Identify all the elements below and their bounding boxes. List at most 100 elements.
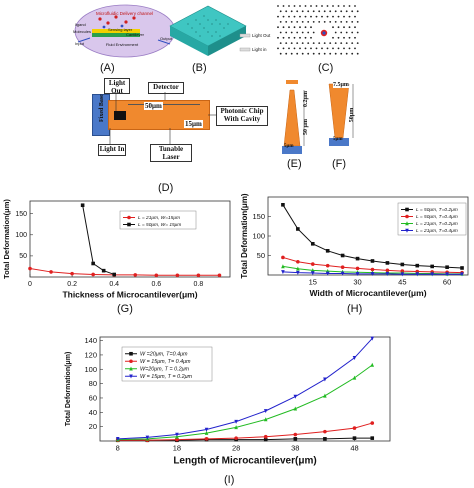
data-point — [49, 270, 53, 274]
data-point — [263, 437, 268, 442]
data-point — [430, 272, 434, 277]
data-point — [129, 366, 133, 371]
lattice-hole — [315, 15, 318, 18]
panel-label-g: (G) — [117, 303, 133, 315]
panel-d: Fixed Base 50μm 15μm Light Out Detector … — [88, 78, 278, 193]
lattice-hole — [337, 26, 340, 29]
label-input: Input — [75, 41, 84, 46]
x-tick-label: 60 — [443, 278, 451, 287]
lattice-hole — [296, 21, 299, 23]
lattice-hole — [340, 52, 343, 55]
x-tick-label: 45 — [398, 278, 406, 287]
lattice-hole — [279, 21, 282, 23]
x-tick-label: 48 — [350, 444, 358, 453]
data-point — [234, 436, 238, 440]
lattice-hole — [296, 52, 299, 55]
data-point — [263, 434, 268, 439]
series-line — [29, 268, 220, 276]
data-point — [352, 375, 357, 380]
legend-label: W = 15μm, T= 0.4μm — [140, 359, 191, 365]
lattice-hole — [354, 15, 356, 18]
cavity-block — [114, 111, 126, 120]
data-point — [281, 270, 285, 275]
data-point — [323, 393, 327, 398]
lattice-hole — [334, 10, 337, 13]
lattice-hole — [279, 52, 282, 55]
lattice-hole — [301, 21, 304, 23]
lattice-hole — [326, 47, 329, 50]
microfluidic-illustration — [74, 4, 176, 58]
lattice-hole — [334, 21, 337, 23]
data-point — [445, 272, 449, 277]
lattice-hole — [326, 5, 329, 7]
lattice-hole — [340, 31, 343, 34]
data-point — [430, 264, 434, 269]
data-point — [355, 266, 360, 271]
panel-f: 7.5μm 50μm 5μm — [325, 76, 370, 176]
label-light-in-b: Light in — [252, 47, 267, 52]
y-tick-label: 80 — [89, 379, 97, 388]
data-point — [293, 437, 298, 441]
x-tick-label: 38 — [291, 444, 299, 453]
data-point — [352, 426, 357, 430]
y-tick-label: 100 — [252, 232, 265, 241]
lattice-hole — [323, 10, 326, 13]
panel-e: 0.2μm 50 μm 5μm — [278, 76, 323, 176]
lattice-hole — [290, 10, 293, 13]
lattice-hole — [351, 21, 354, 23]
x-axis-label: Width of Microcantilever(μm) — [309, 288, 426, 298]
lattice-hole — [340, 10, 343, 13]
label-sensing-layer: Sensing layer — [108, 27, 133, 32]
lattice-hole — [299, 36, 301, 39]
lattice-hole — [299, 47, 301, 50]
legend-box — [397, 202, 467, 236]
y-tick-label: 150 — [15, 211, 27, 218]
data-point — [129, 359, 133, 364]
data-point — [293, 394, 298, 399]
dim-50: 50μm — [144, 102, 163, 110]
x-tick-label: 0.2 — [67, 281, 77, 288]
lattice-hole — [356, 21, 359, 23]
x-tick-label: 18 — [173, 444, 181, 453]
lattice-hole — [348, 47, 351, 50]
dim-50-line — [128, 104, 200, 105]
lattice-hole — [282, 15, 285, 18]
lattice-hole — [340, 21, 343, 23]
panel-label-c: (C) — [318, 62, 334, 74]
lattice-hole — [340, 42, 343, 44]
lattice-hole — [277, 15, 279, 18]
dim-bottom-e: 5μm — [284, 144, 294, 149]
legend-box — [121, 346, 213, 382]
data-point — [355, 272, 360, 277]
lattice-hole — [310, 36, 312, 39]
lattice-hole — [304, 5, 307, 7]
tunable-laser-box: Tunable Laser — [150, 144, 192, 162]
data-point — [460, 266, 464, 270]
data-point — [101, 268, 106, 273]
data-point — [129, 374, 133, 379]
lattice-hole — [277, 5, 279, 7]
data-point — [154, 273, 159, 278]
connector-lines — [109, 92, 216, 144]
x-axis-label: Length of Microcantilever(μm) — [173, 456, 316, 467]
data-point — [204, 427, 209, 432]
data-point — [234, 419, 238, 424]
data-point — [323, 377, 327, 382]
panel-a: Microfluidic Delivery channel ligand Mol… — [70, 2, 180, 60]
data-point — [405, 221, 409, 226]
lattice-hole — [326, 15, 329, 18]
lattice-hole — [307, 52, 310, 55]
data-point — [415, 272, 420, 277]
data-point — [175, 432, 179, 437]
photonic-chip-box: Photonic Chip With Cavity — [216, 106, 268, 126]
x-tick-label: 0.8 — [194, 281, 204, 288]
lattice-hole — [343, 36, 345, 39]
data-point — [296, 270, 300, 275]
lattice-hole — [293, 5, 296, 7]
data-point — [323, 429, 327, 434]
light-in-box: Light In — [98, 144, 126, 156]
lattice-hole — [315, 5, 318, 7]
dim-side-f: 50μm — [349, 107, 356, 123]
y-tick-label: 40 — [89, 408, 97, 417]
data-point — [196, 273, 201, 278]
